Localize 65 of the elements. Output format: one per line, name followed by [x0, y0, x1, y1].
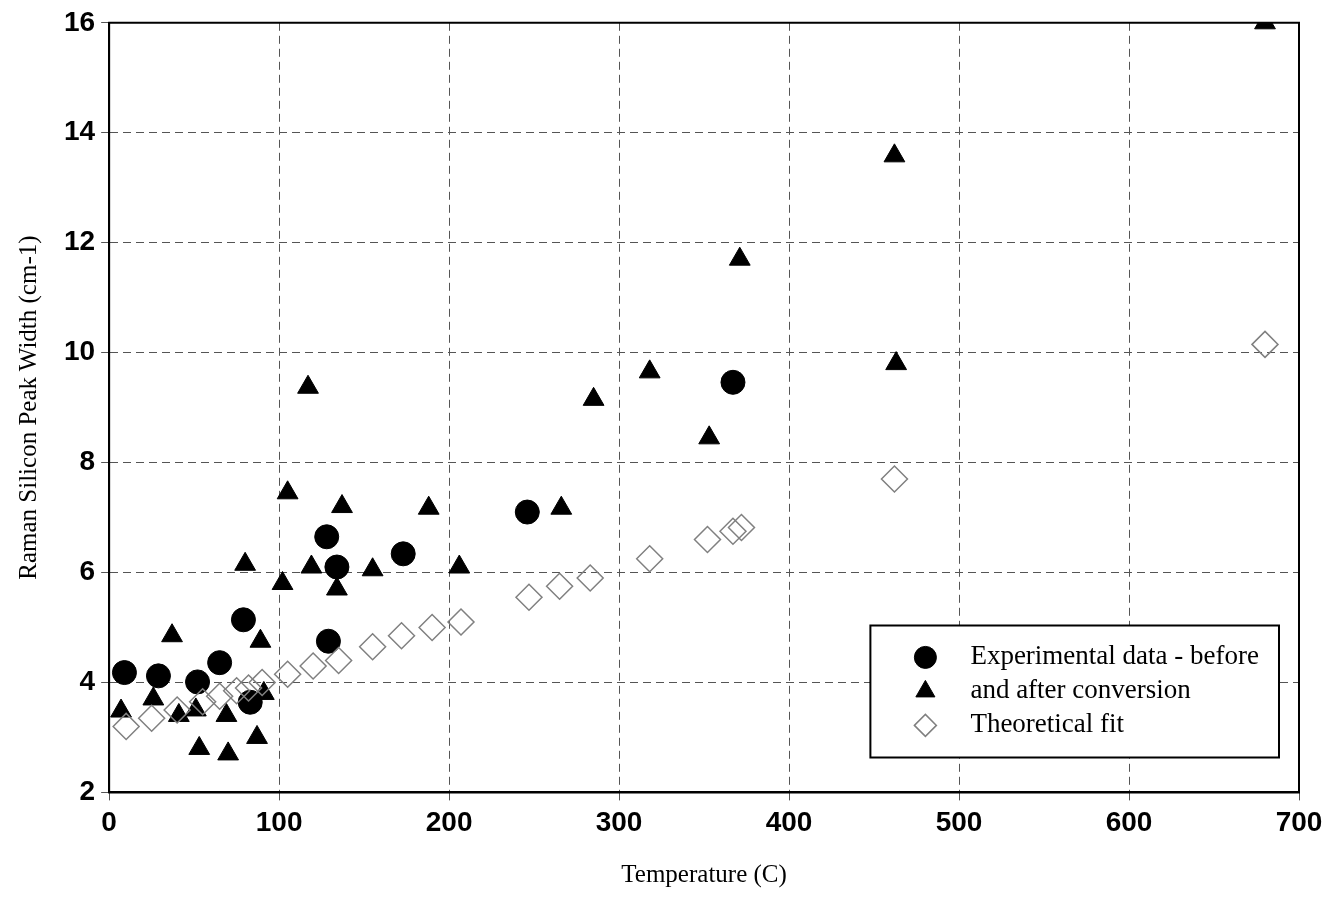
point: [545, 572, 574, 601]
point: [230, 607, 256, 633]
point: [418, 613, 446, 642]
point: [111, 660, 137, 686]
x-tick-label: 0: [101, 805, 117, 837]
point: [163, 696, 191, 724]
x-tick-label: 400: [765, 805, 813, 837]
point: [515, 583, 543, 611]
point: [248, 668, 276, 697]
point: [112, 712, 140, 741]
point: [447, 608, 475, 636]
point: [720, 369, 746, 395]
point: [719, 517, 747, 546]
y-tick-label: 2: [79, 775, 96, 807]
point: [576, 564, 604, 592]
point: [207, 650, 233, 676]
point: [358, 632, 387, 661]
x-axis-title: Temperature (C): [621, 859, 787, 888]
point: [315, 628, 341, 654]
point: [727, 513, 756, 542]
point: [883, 143, 906, 163]
x-tick-label: 200: [425, 805, 473, 837]
point: [885, 351, 908, 371]
point: [582, 386, 605, 406]
x-tick-label: 500: [935, 805, 983, 837]
point: [271, 571, 294, 591]
point: [276, 480, 299, 500]
x-tick-label: 700: [1275, 805, 1323, 837]
legend-label: Theoretical fit: [970, 708, 1125, 739]
y-tick-label: 14: [63, 115, 96, 147]
y-tick-label: 8: [79, 445, 96, 477]
point: [390, 541, 416, 567]
point: [188, 687, 217, 716]
point: [880, 465, 909, 493]
y-tick-label: 4: [79, 665, 96, 697]
point: [297, 374, 319, 394]
x-tick-label: 600: [1105, 805, 1153, 837]
legend-label: and after conversion: [970, 674, 1192, 705]
point: [185, 669, 211, 695]
legend-label: Experimental data - before: [970, 640, 1260, 671]
point: [638, 359, 661, 379]
point: [698, 425, 721, 445]
point: [314, 524, 340, 550]
point: [299, 652, 327, 680]
y-tick-label: 12: [63, 225, 96, 257]
point: [514, 499, 540, 525]
point: [331, 494, 353, 514]
point: [693, 525, 722, 554]
y-axis-title: Raman Silicon Peak Width (cm-1): [13, 235, 42, 580]
point: [222, 676, 251, 705]
y-tick-label: 16: [63, 5, 96, 37]
point: [387, 621, 416, 650]
x-tick-label: 300: [595, 805, 643, 837]
point: [324, 646, 353, 675]
point: [137, 704, 166, 732]
point: [728, 246, 751, 266]
y-tick-label: 6: [79, 555, 96, 587]
x-tick-label: 100: [255, 805, 303, 837]
y-tick-label: 10: [63, 335, 96, 367]
point: [273, 660, 302, 688]
point: [324, 554, 350, 580]
point: [205, 682, 234, 710]
point: [234, 674, 263, 702]
point: [145, 663, 171, 689]
point: [635, 545, 664, 573]
